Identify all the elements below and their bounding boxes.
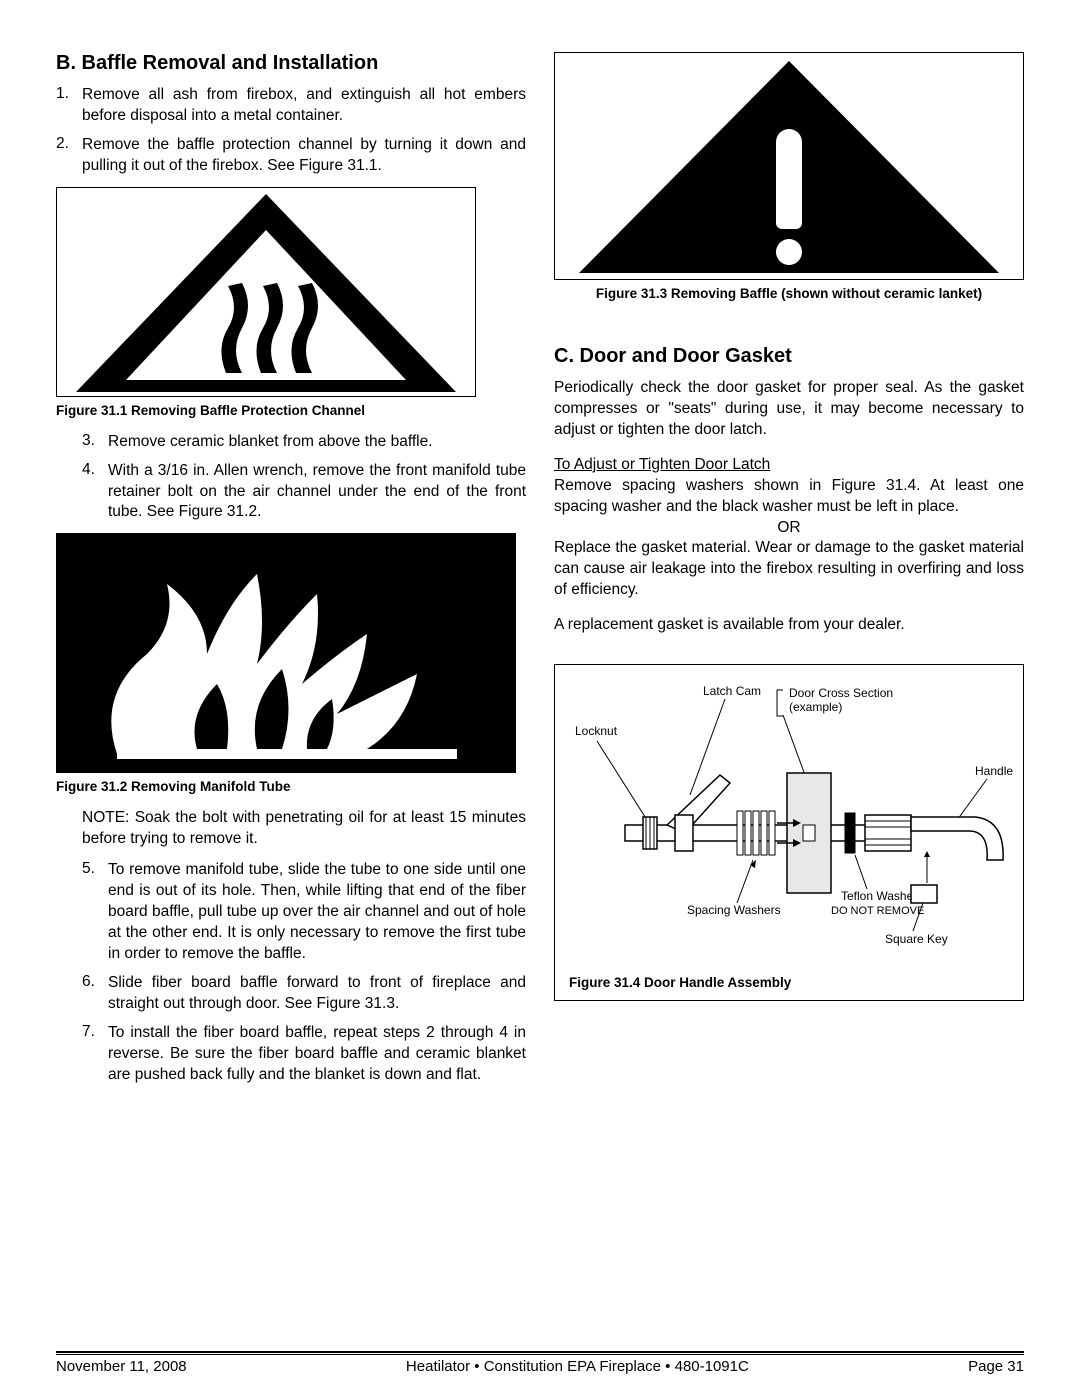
- list-text: Slide fiber board baffle forward to fron…: [108, 973, 526, 1015]
- list-text: Remove the baffle protection channel by …: [82, 135, 526, 177]
- list-number: 1.: [56, 85, 82, 127]
- list-text: To install the fiber board baffle, repea…: [108, 1023, 526, 1086]
- figure-31-4-caption: Figure 31.4 Door Handle Assembly: [555, 965, 1023, 1000]
- figure-31-2: [56, 533, 516, 773]
- footer-date: November 11, 2008: [56, 1358, 187, 1375]
- list-number: 3.: [82, 432, 108, 453]
- page-footer: November 11, 2008 Heatilator • Constitut…: [56, 1351, 1024, 1375]
- label-spacing-washers: Spacing Washers: [687, 903, 781, 917]
- figure-31-1: [56, 187, 476, 397]
- list-text: To remove manifold tube, slide the tube …: [108, 860, 526, 965]
- label-door-cross-example: (example): [789, 700, 842, 714]
- list-number: 4.: [82, 461, 108, 524]
- list-number: 5.: [82, 860, 108, 965]
- label-door-cross: Door Cross Section: [789, 686, 893, 700]
- list-text: Remove all ash from firebox, and extingu…: [82, 85, 526, 127]
- section-c-para3: Replace the gasket material. Wear or dam…: [554, 538, 1024, 601]
- label-handle: Handle: [975, 764, 1013, 778]
- label-do-not-remove: DO NOT REMOVE: [831, 905, 924, 917]
- square-key-icon: [911, 885, 937, 903]
- fire-icon: [57, 534, 517, 774]
- spacing-washers-icon: [737, 811, 775, 855]
- section-b-list-12: 1. Remove all ash from firebox, and exti…: [56, 85, 526, 177]
- section-b-heading: B. Baffle Removal and Installation: [56, 52, 526, 75]
- section-c-subheading: To Adjust or Tighten Door Latch: [554, 455, 1024, 476]
- exclamation-body: [776, 129, 802, 229]
- section-c-para1: Periodically check the door gasket for p…: [554, 378, 1024, 441]
- label-latch-cam: Latch Cam: [703, 684, 761, 698]
- figure-31-1-caption: Figure 31.1 Removing Baffle Protection C…: [56, 403, 526, 418]
- figure-31-3-caption: Figure 31.3 Removing Baffle (shown witho…: [554, 286, 1024, 301]
- handle-arm: [911, 817, 1003, 860]
- list-number: 7.: [82, 1023, 108, 1086]
- figure-31-2-caption: Figure 31.2 Removing Manifold Tube: [56, 779, 526, 794]
- door-handle-diagram: Latch Cam Door Cross Section (example) L…: [555, 665, 1025, 965]
- section-b-list-34: 3. Remove ceramic blanket from above the…: [56, 432, 526, 524]
- section-c-heading: C. Door and Door Gasket: [554, 345, 1024, 368]
- figure-31-3: [554, 52, 1024, 280]
- list-text: Remove ceramic blanket from above the ba…: [108, 432, 526, 453]
- list-text: With a 3/16 in. Allen wrench, remove the…: [108, 461, 526, 524]
- footer-title: Heatilator • Constitution EPA Fireplace …: [406, 1358, 749, 1375]
- exclamation-dot: [776, 239, 802, 265]
- list-number: 2.: [56, 135, 82, 177]
- section-c-para4: A replacement gasket is available from y…: [554, 615, 1024, 636]
- list-number: 6.: [82, 973, 108, 1015]
- footer-page: Page 31: [968, 1358, 1024, 1375]
- label-teflon: Teflon Washer: [841, 889, 917, 903]
- label-locknut: Locknut: [575, 724, 618, 738]
- section-b-list-567: 5. To remove manifold tube, slide the tu…: [56, 860, 526, 1085]
- heat-waves-icon: [206, 278, 326, 378]
- handle-hub: [865, 815, 911, 851]
- section-c-para2: Remove spacing washers shown in Figure 3…: [554, 476, 1024, 518]
- figure-31-4: Latch Cam Door Cross Section (example) L…: [554, 664, 1024, 1001]
- label-square-key: Square Key: [885, 932, 948, 946]
- note-text: NOTE: Soak the bolt with penetrating oil…: [56, 808, 526, 850]
- section-c-or: OR: [554, 518, 1024, 539]
